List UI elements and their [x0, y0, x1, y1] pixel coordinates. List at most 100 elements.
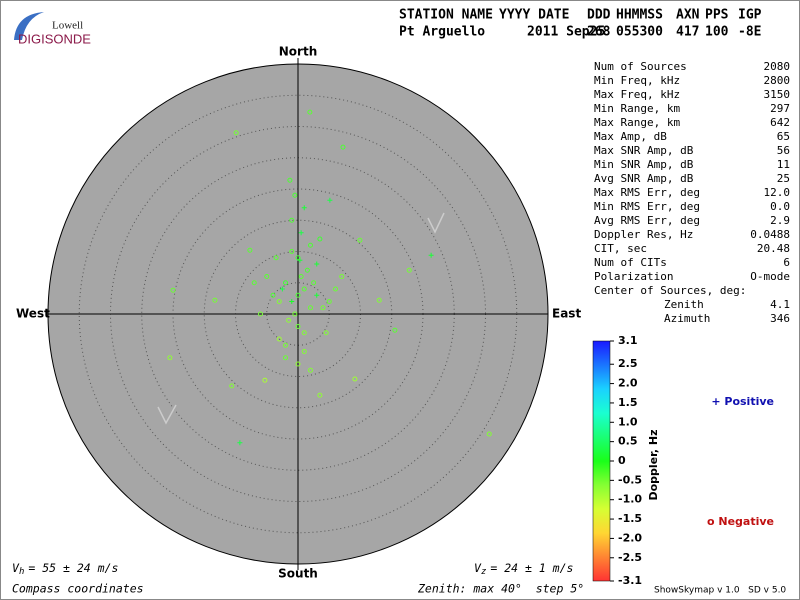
stat-value: 2800 — [764, 74, 791, 87]
chevron — [157, 404, 177, 425]
logo-bottom: DIGISONDE — [18, 31, 91, 46]
source-negative — [292, 192, 298, 198]
colorbar-tick-label: 3.1 — [618, 334, 638, 347]
coords: Compass coordinates — [12, 582, 144, 596]
header-label: AXN — [676, 8, 700, 23]
source-negative — [333, 286, 338, 292]
source-negative — [308, 367, 313, 373]
source-negative — [339, 274, 345, 279]
colorbar-tick-label: -2.0 — [618, 531, 642, 544]
south-label: South — [278, 567, 318, 581]
source-negative — [406, 267, 412, 273]
center-label: Zenith — [664, 298, 704, 311]
source-negative — [392, 327, 398, 333]
north-label: North — [279, 45, 317, 59]
source-negative — [283, 280, 288, 286]
header-label: IGP — [738, 8, 762, 23]
source-negative — [304, 267, 310, 273]
source-negative — [326, 299, 332, 304]
source-negative — [301, 330, 307, 336]
stat-label: Min SNR Amp, dB — [594, 158, 694, 171]
source-positive — [301, 205, 307, 211]
stat-value: 12.0 — [764, 186, 791, 199]
colorbar-tick-label: -1.5 — [618, 512, 642, 525]
source-negative — [311, 280, 317, 286]
source-negative — [317, 236, 323, 242]
source-positive — [327, 197, 333, 203]
source-negative — [295, 292, 301, 298]
center-title: Center of Sources, deg: — [594, 284, 746, 297]
stat-value: 3150 — [764, 88, 791, 101]
source-negative — [289, 249, 295, 254]
colorbar-tick-label: -1.0 — [618, 493, 642, 506]
stat-label: Num of Sources — [594, 60, 687, 73]
stat-label: Min Freq, kHz — [594, 74, 680, 87]
west-label: West — [16, 307, 50, 321]
source-positive — [314, 292, 320, 298]
source-negative — [486, 431, 492, 437]
colorbar-tick-label: 1.5 — [618, 396, 638, 409]
source-negative — [295, 255, 301, 261]
source-negative — [308, 242, 313, 248]
colorbar-tick-label: -3.1 — [618, 574, 642, 587]
source-negative — [229, 383, 235, 389]
stat-label: Max Amp, dB — [594, 130, 667, 143]
legend-negative: o Negative — [707, 515, 774, 528]
stat-value: 6 — [783, 256, 790, 269]
center-label: Azimuth — [664, 312, 710, 325]
source-negative — [376, 297, 382, 303]
header-value: 417 — [676, 25, 699, 40]
header-value: 2011 Sep25 — [527, 25, 605, 40]
logo-swoosh — [14, 12, 44, 40]
source-negative — [264, 274, 270, 279]
source-negative — [276, 336, 282, 342]
stat-value: 11 — [777, 158, 790, 171]
center-value: 4.1 — [770, 298, 790, 311]
source-negative — [270, 292, 276, 298]
colorbar-tick-label: 1.0 — [618, 415, 638, 428]
source-negative — [212, 297, 218, 303]
source-negative — [273, 255, 279, 261]
header-value: Pt Arguello — [399, 25, 485, 40]
source-negative — [289, 217, 295, 223]
source-negative — [170, 287, 176, 293]
header-value: -8E — [738, 25, 761, 40]
source-negative — [323, 330, 329, 336]
colorbar-tick-label: 0.5 — [618, 435, 638, 448]
stat-label: Min Range, km — [594, 102, 680, 115]
chevron — [427, 212, 445, 234]
stat-value: 0.0 — [770, 200, 790, 213]
source-negative — [251, 280, 257, 286]
version: ShowSkymap v 1.0 SD v 5.0 — [654, 586, 786, 596]
vh: Vh = 55 ± 24 m/s — [12, 561, 118, 577]
source-negative — [320, 305, 326, 311]
source-negative — [258, 311, 263, 317]
colorbar — [592, 340, 611, 582]
source-positive — [279, 286, 285, 292]
source-negative — [308, 305, 313, 311]
stat-value: 56 — [777, 144, 790, 157]
source-negative — [167, 355, 173, 361]
source-positive — [298, 230, 304, 236]
header-value: 268 — [587, 25, 611, 40]
stat-value: 0.0488 — [750, 228, 790, 241]
source-negative — [340, 144, 346, 150]
stat-value: 297 — [770, 102, 790, 115]
source-negative — [352, 376, 358, 382]
source-negative — [357, 237, 363, 243]
colorbar-tick-label: -0.5 — [618, 473, 642, 486]
vz: Vz = 24 ± 1 m/s — [474, 561, 574, 577]
stat-value: 65 — [777, 130, 790, 143]
source-negative — [298, 274, 304, 279]
stat-label: Max SNR Amp, dB — [594, 144, 694, 157]
source-negative — [301, 349, 307, 354]
header-label: STATION NAME — [399, 8, 493, 23]
source-negative — [276, 299, 282, 304]
source-positive — [237, 440, 243, 446]
stat-value: 25 — [777, 172, 790, 185]
header-label: DDD — [587, 8, 611, 23]
header-value: 055300 — [616, 25, 663, 40]
source-negative — [283, 355, 288, 361]
colorbar-tick-label: 2.5 — [618, 357, 638, 370]
